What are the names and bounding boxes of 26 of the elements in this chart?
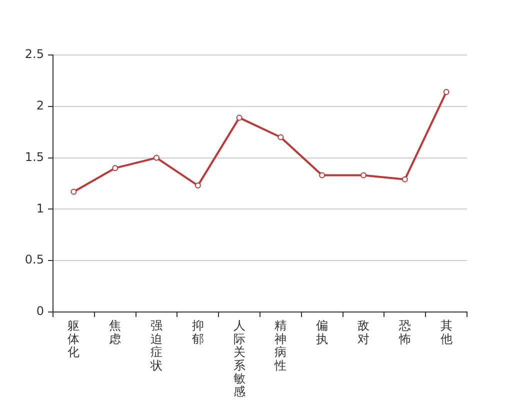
y-tick-label: 2: [36, 98, 44, 113]
point: [194, 182, 201, 189]
y-tick-label: 0: [36, 304, 44, 318]
x-tick-label: 抑郁: [192, 318, 204, 346]
point: [70, 188, 77, 195]
x-tick-label: 人际关系敏感: [233, 318, 246, 399]
point: [360, 172, 366, 178]
x-tick-label: 精神病性: [274, 318, 287, 372]
y-tick-label: 1: [36, 201, 44, 216]
point: [112, 165, 118, 172]
x-tick-label: 敌对: [358, 318, 370, 346]
x-tick-label: 焦虑: [109, 318, 122, 346]
y-tick-label: 0.5: [24, 252, 44, 267]
point: [319, 172, 326, 178]
point: [154, 154, 160, 161]
point: [236, 114, 242, 121]
point: [278, 134, 284, 140]
y-tick-label: 2.5: [24, 47, 44, 62]
y-tick-label: 1.5: [24, 150, 44, 164]
point: [443, 89, 450, 96]
x-tick-label: 强迫症状: [150, 318, 162, 372]
x-tick-label: 偏执: [316, 318, 328, 346]
point: [402, 176, 408, 182]
x-tick-label: 其他: [440, 318, 452, 346]
x-tick-label: 躯体化: [68, 318, 80, 360]
x-tick-label: 恐怖: [398, 318, 411, 346]
